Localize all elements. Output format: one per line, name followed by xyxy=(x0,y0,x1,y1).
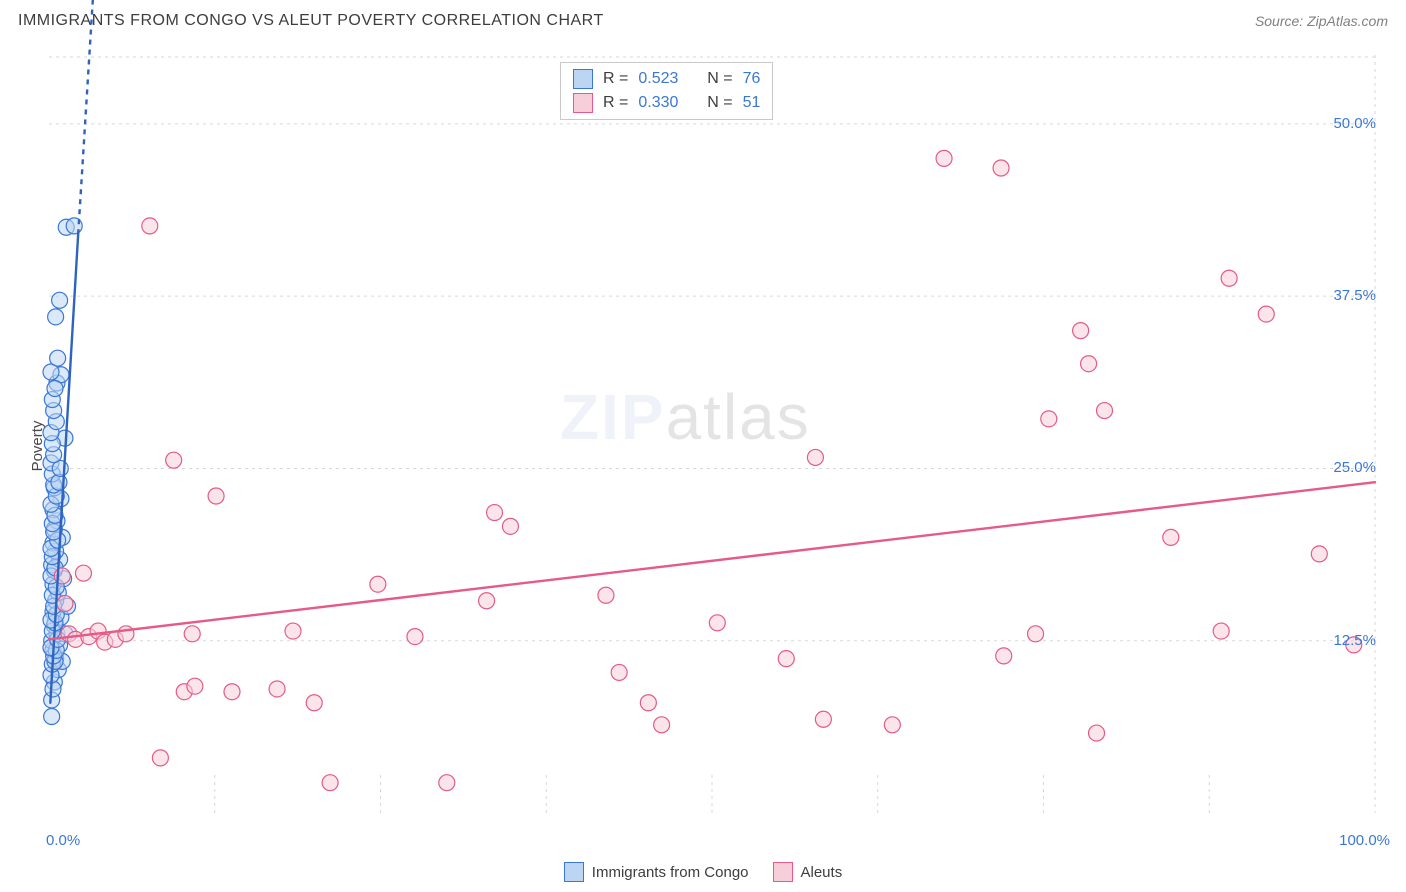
r-value: 0.330 xyxy=(638,91,678,115)
y-tick-label: 50.0% xyxy=(1333,115,1376,132)
y-tick-label: 37.5% xyxy=(1333,287,1376,304)
x-axis-max-label: 100.0% xyxy=(1339,832,1390,849)
x-axis-min-label: 0.0% xyxy=(46,832,80,849)
correlation-stats-box: R = 0.523 N = 76 R = 0.330 N = 51 xyxy=(560,62,773,120)
legend-item: Aleuts xyxy=(773,862,843,882)
legend-swatch-icon xyxy=(564,862,584,882)
n-label: N = xyxy=(707,91,732,115)
watermark-atlas: atlas xyxy=(666,381,811,453)
legend-item: Immigrants from Congo xyxy=(564,862,749,882)
n-label: N = xyxy=(707,67,732,91)
n-value: 51 xyxy=(743,91,761,115)
chart-stage: IMMIGRANTS FROM CONGO VS ALEUT POVERTY C… xyxy=(0,0,1406,892)
stats-row: R = 0.330 N = 51 xyxy=(573,91,760,115)
y-tick-label: 25.0% xyxy=(1333,459,1376,476)
stats-row: R = 0.523 N = 76 xyxy=(573,67,760,91)
r-value: 0.523 xyxy=(638,67,678,91)
r-label: R = xyxy=(603,91,628,115)
legend-label: Immigrants from Congo xyxy=(592,864,749,881)
watermark: ZIPatlas xyxy=(560,380,811,454)
legend-label: Aleuts xyxy=(801,864,843,881)
series-swatch-icon xyxy=(573,93,593,113)
legend-swatch-icon xyxy=(773,862,793,882)
series-swatch-icon xyxy=(573,69,593,89)
y-tick-label: 12.5% xyxy=(1333,632,1376,649)
legend: Immigrants from Congo Aleuts xyxy=(0,858,1406,886)
watermark-zip: ZIP xyxy=(560,381,666,453)
n-value: 76 xyxy=(743,67,761,91)
r-label: R = xyxy=(603,67,628,91)
